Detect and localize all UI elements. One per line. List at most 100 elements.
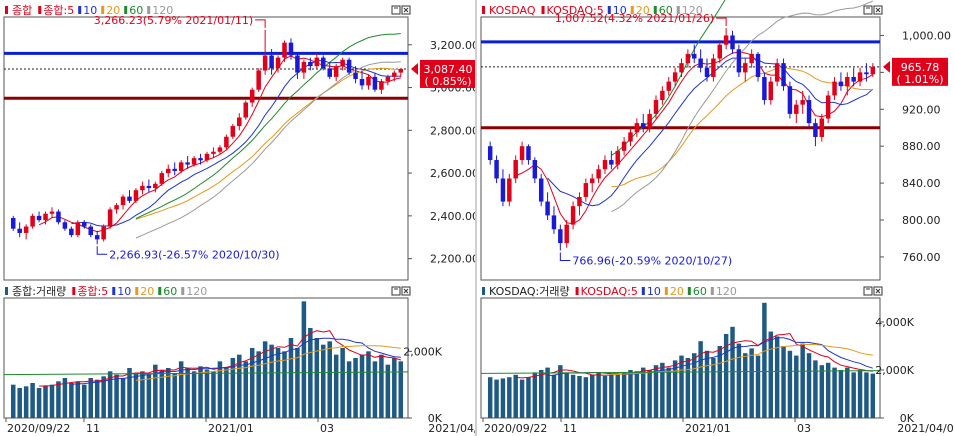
volume-bar — [321, 344, 326, 418]
kosdaq-chart-window: KOSDAQ KOSDAQ:5 10 20 60 120 KOSDAQ:거래량 KOSDAQ:… — [477, 0, 954, 436]
ma-line-60 — [135, 33, 401, 219]
volume-bar — [30, 383, 35, 418]
candle-body — [153, 183, 158, 189]
volume-bar — [217, 361, 223, 418]
legend-ma-label: 120 — [716, 285, 737, 298]
ma-line-5 — [38, 55, 401, 233]
candle-body — [359, 79, 365, 86]
volume-bar — [56, 381, 61, 418]
candle-body — [634, 123, 640, 133]
candle-body — [736, 49, 742, 73]
candle-body — [621, 141, 627, 151]
legend-series-name: 종합 — [12, 4, 32, 17]
candle-body — [806, 100, 812, 124]
candle-body — [800, 100, 805, 105]
current-price-label: 3,087.40 — [424, 63, 473, 76]
legend-ma-label: 10 — [647, 285, 661, 298]
volume-bar — [153, 364, 158, 418]
legend-series-name: KOSDAQ:거래량 — [489, 285, 570, 298]
price-axis-label: 2,800.00 — [430, 124, 477, 137]
x-axis-label: 11 — [86, 422, 100, 435]
volume-bar — [615, 373, 620, 418]
legend-swatch — [482, 287, 485, 295]
volume-bar — [346, 361, 352, 418]
volume-bar — [114, 374, 119, 418]
volume-bar — [813, 360, 818, 418]
maximize-button[interactable] — [863, 5, 873, 15]
volume-bar — [10, 384, 16, 418]
candle-body — [75, 222, 81, 236]
x-axis-label: 03 — [797, 422, 811, 435]
legend-ma-swatch — [101, 6, 105, 14]
legend-ma-swatch — [687, 287, 691, 295]
x-axis-label: 2021/01 — [208, 422, 254, 435]
candle-body — [269, 55, 274, 69]
candle-body — [704, 67, 710, 77]
volume-bar — [621, 372, 627, 418]
volume-bar — [165, 368, 171, 418]
candle-body — [340, 59, 345, 67]
volume-bar — [204, 369, 210, 418]
candle-body — [749, 53, 754, 64]
volume-bar — [107, 371, 113, 418]
candle-body — [672, 72, 678, 82]
current-change-label: ( 0.85%) — [424, 75, 471, 88]
volume-bar — [589, 374, 595, 418]
volume-bar — [172, 373, 177, 418]
volume-bar — [275, 348, 281, 418]
legend-ma-swatch — [78, 6, 82, 14]
maximize-button[interactable] — [391, 286, 401, 296]
price-tag-box — [420, 59, 476, 88]
candle-body — [107, 209, 113, 227]
high-annotation-label: 1,007.52(4.32% 2021/01/26) — [555, 12, 714, 25]
volume-bar — [762, 302, 767, 418]
volume-bar — [494, 379, 499, 418]
volume-bar — [845, 367, 850, 418]
legend-ma-swatch — [664, 287, 668, 295]
legend-ma-label: 종합:5 — [77, 285, 108, 298]
volume-bar — [513, 374, 518, 418]
volume-bar — [327, 341, 332, 418]
volume-bar — [551, 374, 557, 418]
volume-bar — [857, 370, 863, 418]
volume-bar — [36, 388, 42, 418]
candle-body — [692, 53, 697, 59]
candle-body — [596, 169, 601, 179]
high-annotation-pointer — [255, 19, 266, 28]
candle-body — [120, 196, 126, 206]
legend-ma-swatch — [112, 287, 116, 295]
volume-bar — [736, 343, 742, 418]
candle-body — [558, 229, 563, 244]
maximize-button[interactable] — [391, 5, 401, 15]
legend-ma-label: 60 — [693, 285, 707, 298]
volume-bar — [224, 368, 229, 418]
candle-body — [838, 81, 844, 87]
volume-bar — [806, 353, 812, 418]
close-icon — [403, 288, 409, 294]
price-tag-pointer — [883, 60, 890, 73]
volume-bar — [558, 365, 563, 418]
price-axis-label: 2,200.00 — [430, 253, 477, 266]
candle-body — [864, 72, 869, 75]
volume-bar — [532, 372, 538, 418]
candle-body — [768, 81, 774, 101]
volume-bar — [825, 362, 831, 418]
volume-bar — [262, 341, 268, 418]
candle-body — [321, 57, 326, 69]
volume-bar — [755, 355, 761, 418]
volume-bar — [211, 371, 216, 418]
volume-bar — [314, 338, 320, 418]
candle-body — [526, 146, 531, 161]
candle-body — [743, 63, 748, 73]
volume-ma-60-line — [480, 370, 881, 374]
maximize-button[interactable] — [863, 286, 873, 296]
candle-body — [36, 215, 42, 221]
price-axis-label: 840.00 — [902, 177, 941, 190]
volume-bar — [628, 370, 633, 418]
volume-bar — [178, 361, 184, 418]
candle-body — [366, 76, 371, 86]
candle-body — [69, 228, 74, 236]
candle-body — [641, 123, 646, 128]
candle-body — [114, 205, 119, 210]
volume-bar — [577, 376, 582, 418]
